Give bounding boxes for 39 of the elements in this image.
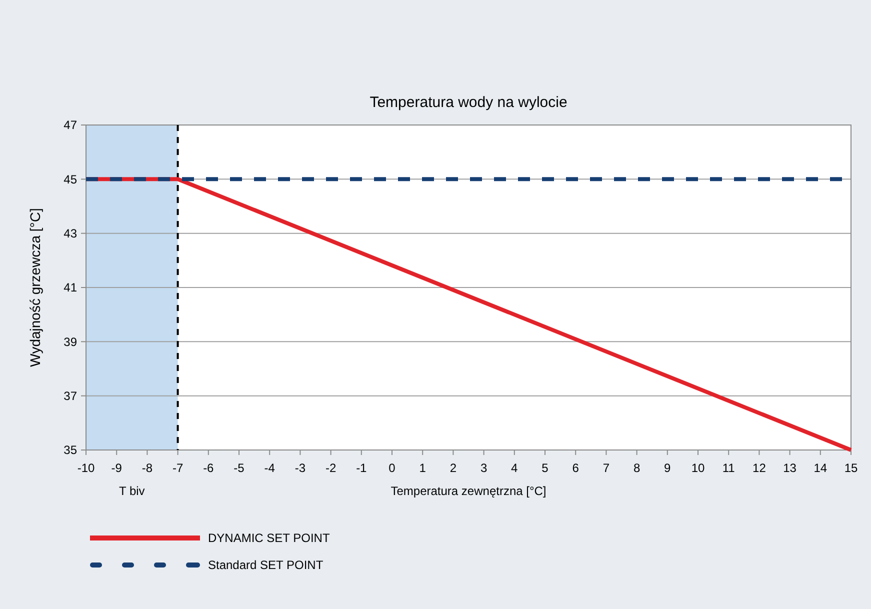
x-axis-title: Temperatura zewnętrzna [°C]: [390, 484, 546, 498]
x-tick-label: 6: [572, 461, 580, 475]
x-tick-label: 1: [419, 461, 426, 475]
x-tick-label: 5: [542, 461, 549, 475]
legend-label: DYNAMIC SET POINT: [208, 531, 330, 546]
x-tick-label: -4: [264, 461, 276, 475]
x-tick-label: -3: [294, 461, 306, 475]
x-tick-label: -2: [325, 461, 336, 475]
x-tick-label: -9: [111, 461, 122, 475]
x-tick-label: -6: [203, 461, 214, 475]
y-tick-label: 47: [64, 118, 78, 132]
x-tick-label: 4: [511, 461, 518, 475]
x-tick-label: -10: [77, 461, 95, 475]
legend-label: Standard SET POINT: [208, 558, 324, 572]
x-tick-label: -1: [356, 461, 368, 475]
x-tick-label: 15: [844, 461, 858, 475]
chart-title: Temperatura wody na wylocie: [370, 94, 568, 111]
x-tick-label: 3: [480, 461, 488, 475]
x-tick-label: 8: [633, 461, 640, 475]
x-tick-label: -7: [172, 461, 184, 475]
y-tick-label: 41: [64, 280, 78, 295]
y-tick-label: 43: [64, 226, 78, 241]
y-tick-label: 39: [64, 334, 78, 349]
x-tick-label: 12: [752, 461, 766, 475]
y-tick-label: 45: [64, 172, 78, 186]
band-label: T biv: [119, 484, 145, 498]
x-tick-label: 10: [691, 461, 705, 475]
x-tick-label: 13: [783, 461, 797, 475]
x-tick-label: 0: [388, 461, 396, 475]
x-tick-label: 14: [814, 461, 828, 475]
x-tick-label: 11: [722, 461, 736, 475]
y-tick-label: 35: [64, 443, 78, 458]
x-tick-label: -5: [234, 461, 245, 475]
x-tick-label: -8: [142, 461, 153, 475]
x-tick-label: 9: [664, 461, 672, 475]
x-tick-label: 2: [450, 461, 457, 475]
x-tick-label: 7: [602, 461, 610, 475]
y-tick-label: 37: [64, 389, 78, 404]
y-axis-title: Wydajność grzewcza [°C]: [27, 208, 43, 367]
